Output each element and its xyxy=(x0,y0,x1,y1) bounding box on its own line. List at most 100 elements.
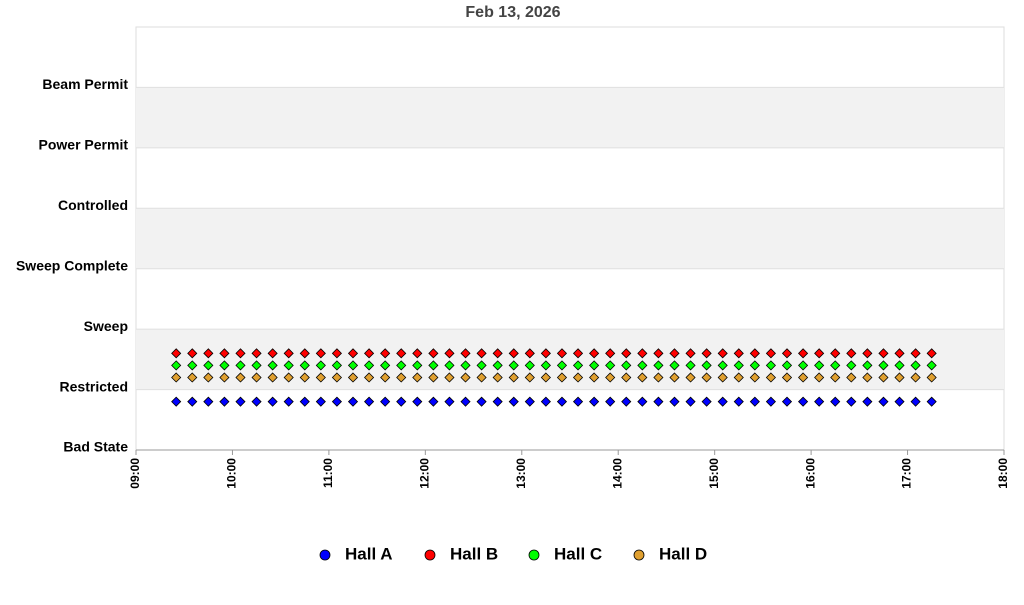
point xyxy=(637,396,648,407)
point xyxy=(380,396,391,407)
point xyxy=(749,372,760,383)
point xyxy=(765,372,776,383)
point xyxy=(492,372,503,383)
point xyxy=(524,360,535,371)
point xyxy=(187,360,198,371)
point xyxy=(364,360,375,371)
chart-title: Feb 13, 2026 xyxy=(465,4,560,21)
point xyxy=(685,372,696,383)
point xyxy=(187,396,198,407)
point xyxy=(878,360,889,371)
point xyxy=(251,348,262,359)
point xyxy=(251,360,262,371)
point xyxy=(203,348,214,359)
point xyxy=(428,372,439,383)
point xyxy=(412,372,423,383)
point xyxy=(331,372,342,383)
point xyxy=(605,360,616,371)
point xyxy=(846,372,857,383)
point xyxy=(556,396,568,407)
point xyxy=(862,348,873,359)
point xyxy=(251,396,262,407)
x-tick-label: 18:00 xyxy=(996,458,1010,489)
x-tick-label: 13:00 xyxy=(514,458,528,489)
point xyxy=(556,348,568,359)
point xyxy=(862,372,873,383)
point xyxy=(171,372,182,383)
point xyxy=(267,396,278,407)
point xyxy=(299,372,310,383)
point xyxy=(862,360,873,371)
point xyxy=(380,372,391,383)
point xyxy=(733,360,744,371)
point xyxy=(267,348,278,359)
point xyxy=(428,396,439,407)
point xyxy=(476,360,487,371)
point xyxy=(444,360,455,371)
point xyxy=(846,396,857,407)
point xyxy=(444,372,455,383)
point xyxy=(798,360,809,371)
point xyxy=(428,348,439,359)
point xyxy=(878,372,889,383)
point xyxy=(589,396,600,407)
point xyxy=(524,396,535,407)
point xyxy=(717,360,728,371)
point xyxy=(733,372,744,383)
x-tick-label: 17:00 xyxy=(900,458,914,489)
point xyxy=(315,372,326,383)
point xyxy=(299,348,310,359)
y-tick-label: Restricted xyxy=(60,378,128,394)
point xyxy=(830,372,841,383)
point xyxy=(556,360,568,371)
point xyxy=(412,396,423,407)
point xyxy=(396,348,407,359)
point xyxy=(540,348,551,359)
point xyxy=(830,396,841,407)
point xyxy=(235,360,246,371)
point xyxy=(508,372,519,383)
point xyxy=(219,396,230,407)
point xyxy=(347,348,359,359)
point xyxy=(492,396,503,407)
point xyxy=(460,348,471,359)
point xyxy=(347,396,359,407)
legend-label: Hall D xyxy=(659,544,707,563)
point xyxy=(171,396,182,407)
point xyxy=(572,372,584,383)
point xyxy=(653,348,664,359)
point xyxy=(653,360,664,371)
point xyxy=(412,360,423,371)
point xyxy=(267,360,278,371)
point xyxy=(508,348,519,359)
point xyxy=(717,348,728,359)
point xyxy=(315,348,326,359)
point xyxy=(589,348,600,359)
point xyxy=(187,372,198,383)
point xyxy=(476,372,487,383)
point xyxy=(589,360,600,371)
point xyxy=(460,396,471,407)
legend-marker xyxy=(633,549,645,561)
point xyxy=(701,348,712,359)
point xyxy=(798,348,809,359)
point xyxy=(862,396,873,407)
point xyxy=(781,348,793,359)
point xyxy=(894,372,905,383)
point xyxy=(621,372,632,383)
point xyxy=(396,360,407,371)
point xyxy=(814,396,825,407)
x-tick-label: 14:00 xyxy=(610,458,624,489)
point xyxy=(814,372,825,383)
point xyxy=(396,372,407,383)
point xyxy=(781,372,793,383)
point xyxy=(781,396,793,407)
point xyxy=(331,348,342,359)
point xyxy=(251,372,262,383)
y-tick-label: Sweep Complete xyxy=(16,257,128,273)
point xyxy=(219,360,230,371)
point xyxy=(364,372,375,383)
point xyxy=(621,360,632,371)
point xyxy=(524,372,535,383)
